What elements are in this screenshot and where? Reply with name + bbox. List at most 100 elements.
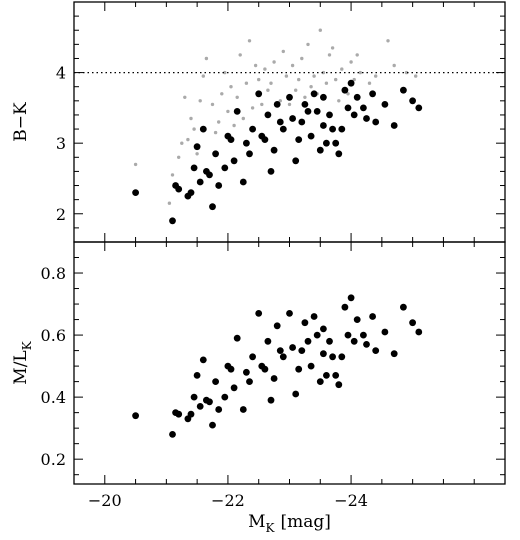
top-series1-point-31 xyxy=(272,60,276,64)
top-series1-point-14 xyxy=(217,120,221,124)
top-series0-point-26 xyxy=(264,111,272,119)
bot-series0-point-42 xyxy=(316,378,324,385)
top-series0-point-33 xyxy=(289,115,296,122)
bot-series0-point-60 xyxy=(390,350,398,358)
top-series0-point-18 xyxy=(233,108,241,115)
bot-series0-point-45 xyxy=(326,337,333,345)
bot-series0-point-56 xyxy=(363,341,370,348)
top-series1-point-5 xyxy=(183,95,187,100)
top-series1-point-8 xyxy=(195,152,199,156)
top-series1-point-13 xyxy=(213,130,218,135)
top-series0-point-43 xyxy=(320,122,327,129)
top-series1-point-50 xyxy=(337,99,341,103)
bottom-points xyxy=(132,294,423,438)
bot-series0-point-49 xyxy=(338,353,346,361)
top-series1-point-56 xyxy=(358,70,362,75)
bot-series0-point-26 xyxy=(264,337,272,345)
top-series1-point-49 xyxy=(334,77,338,82)
bot-series0-point-55 xyxy=(360,331,367,339)
bot-series0-point-23 xyxy=(255,310,263,317)
top-series1-point-20 xyxy=(235,95,239,100)
top-series0-point-31 xyxy=(279,125,287,133)
top-series1-point-53 xyxy=(349,60,353,64)
top-series0-point-36 xyxy=(298,118,306,126)
top-series0-point-48 xyxy=(335,150,343,158)
bot-series0-point-21 xyxy=(246,378,253,385)
top-series0-point-61 xyxy=(400,86,407,94)
bot-series0-point-18 xyxy=(233,334,241,342)
bot-series0-point-47 xyxy=(332,372,340,379)
bot-series0-point-61 xyxy=(400,303,407,311)
bot-series0-point-20 xyxy=(243,368,250,376)
bot-series0-point-58 xyxy=(372,347,380,354)
top-series1-point-45 xyxy=(318,28,322,32)
top-series0-point-8 xyxy=(196,178,204,186)
bot-series0-point-0 xyxy=(132,412,140,420)
top-ticks: 2 3 4 xyxy=(56,1,506,243)
top-series0-point-41 xyxy=(313,108,321,115)
top-series1-point-26 xyxy=(257,77,261,82)
top-series1-point-59 xyxy=(386,39,390,43)
bot-series0-point-36 xyxy=(298,347,306,354)
bot-series0-point-13 xyxy=(212,378,220,385)
bot-series0-point-34 xyxy=(292,390,300,398)
top-series0-point-25 xyxy=(261,136,269,144)
top-series1-point-61 xyxy=(404,70,409,75)
top-series0-point-60 xyxy=(390,122,398,129)
top-series0-point-13 xyxy=(212,150,220,158)
top-series1-point-51 xyxy=(340,67,344,71)
top-series0-point-65 xyxy=(320,93,327,101)
top-series0-point-42 xyxy=(316,146,324,154)
top-series1-point-9 xyxy=(198,99,202,103)
bot-series0-point-63 xyxy=(415,328,423,336)
top-series0-point-5 xyxy=(187,189,195,197)
top-series1-point-34 xyxy=(284,74,289,78)
bot-y-tick-label: 0.6 xyxy=(41,326,66,345)
top-series1-point-12 xyxy=(210,102,215,107)
top-series0-point-50 xyxy=(341,86,349,94)
top-series1-point-32 xyxy=(278,99,282,103)
bottom-y-axis-label: M/LK xyxy=(11,340,34,384)
bot-series0-point-10 xyxy=(206,398,213,406)
bot-y-tick-label: 0.4 xyxy=(41,388,66,407)
bot-series0-point-22 xyxy=(249,353,256,361)
bot-series0-point-59 xyxy=(381,328,389,336)
bot-series0-point-39 xyxy=(307,362,315,370)
bot-series0-point-38 xyxy=(304,337,312,345)
top-series0-point-22 xyxy=(249,125,256,133)
top-series0-point-52 xyxy=(347,79,355,87)
bot-series0-point-29 xyxy=(273,322,281,330)
bot-series0-point-35 xyxy=(295,365,303,373)
bot-y-tick-label: 0.8 xyxy=(41,264,66,283)
top-y-axis-label: B−K xyxy=(11,102,31,142)
top-series1-point-0 xyxy=(133,162,138,167)
top-series0-point-21 xyxy=(246,150,253,158)
x-tick-label: −20 xyxy=(88,491,122,510)
top-series0-point-38 xyxy=(304,108,312,115)
bot-series0-point-3 xyxy=(175,410,183,418)
top-series1-point-18 xyxy=(229,85,233,89)
top-series1-point-21 xyxy=(238,53,242,57)
top-series0-point-7 xyxy=(193,143,201,151)
bot-series0-point-11 xyxy=(209,421,216,429)
top-series1-point-62 xyxy=(414,74,418,78)
top-series0-point-32 xyxy=(286,93,293,101)
top-series1-point-23 xyxy=(247,39,252,43)
bot-series0-point-17 xyxy=(230,384,238,392)
top-series1-point-58 xyxy=(374,74,378,78)
top-series0-point-51 xyxy=(344,104,352,112)
top-series0-point-46 xyxy=(329,125,336,133)
top-series0-point-10 xyxy=(206,171,213,179)
bot-series0-point-25 xyxy=(261,365,269,373)
bot-series0-point-6 xyxy=(190,393,198,401)
bot-series0-point-1 xyxy=(169,431,176,438)
top-y-tick-label: 4 xyxy=(56,64,66,83)
x-tick-label: −22 xyxy=(211,491,245,510)
top-series1-point-25 xyxy=(253,63,258,68)
top-series0-point-54 xyxy=(353,93,361,101)
top-series1-point-60 xyxy=(392,63,396,68)
top-series0-point-34 xyxy=(292,157,300,165)
top-series0-point-30 xyxy=(276,118,284,126)
top-series1-point-4 xyxy=(180,141,184,145)
